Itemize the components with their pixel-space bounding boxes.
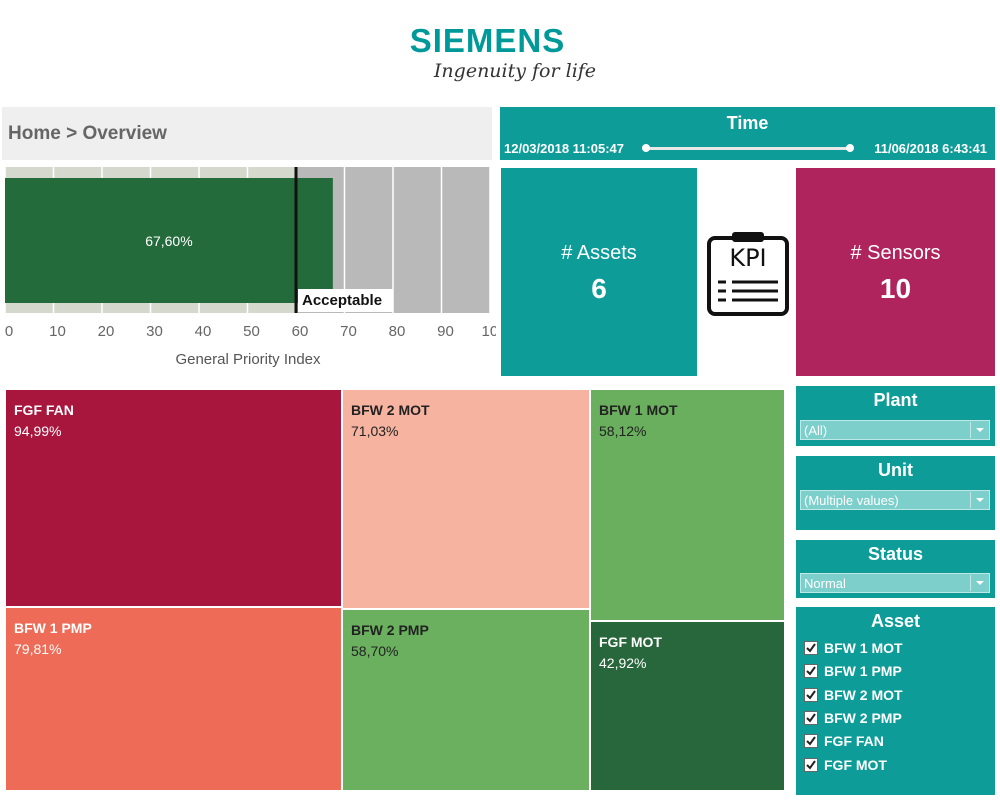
kpi-value: 6 — [591, 273, 607, 304]
time-filter: Time 12/03/2018 11:05:47 11/06/2018 6:43… — [500, 107, 995, 160]
kpi-card: # Assets 6 — [501, 168, 697, 376]
dropdown[interactable]: Normal — [800, 573, 990, 593]
tile-name: BFW 1 MOT — [599, 402, 678, 418]
bar — [5, 178, 333, 303]
tile-name: BFW 1 PMP — [14, 620, 92, 636]
x-tick-label: 0 — [5, 323, 13, 340]
brand-logo: SIEMENS — [409, 22, 566, 59]
x-tick-label: 50 — [243, 323, 260, 340]
filter-title: Asset — [870, 611, 921, 631]
tile-name: BFW 2 PMP — [351, 622, 429, 638]
plant-filter: Plant (All) — [796, 386, 995, 446]
time-end: 11/06/2018 6:43:41 — [874, 141, 987, 156]
x-tick-label: 40 — [195, 323, 212, 340]
checkbox[interactable] — [804, 664, 818, 679]
asset-option[interactable]: FGF FAN — [804, 733, 884, 749]
bullet-chart: 0 10 20 30 40 50 60 70 80 90 100 67,60% Acceptable Ge… — [4, 167, 496, 368]
tagline: Ingenuity for life — [433, 60, 597, 82]
slider-handle[interactable] — [846, 144, 854, 152]
bar-label: 67,60% — [145, 233, 192, 249]
x-axis-label: General Priority Index — [175, 351, 321, 368]
filter-title: Status — [867, 544, 923, 564]
x-tick-label: 90 — [437, 323, 454, 340]
tile-value: 94,99% — [14, 423, 62, 439]
treemap-tile[interactable]: FGF MOT 42,92% — [591, 622, 784, 790]
filter-title: Unit — [878, 460, 913, 480]
tile-value: 71,03% — [351, 423, 399, 439]
time-title: Time — [726, 113, 769, 133]
tile-name: FGF MOT — [599, 634, 662, 650]
treemap-tile[interactable]: BFW 1 PMP 79,81% — [6, 608, 341, 790]
option-label: FGF FAN — [824, 733, 884, 750]
checkbox[interactable] — [804, 757, 818, 772]
tile-name: BFW 2 MOT — [351, 402, 430, 418]
treemap-tile[interactable]: BFW 2 MOT 71,03% — [343, 390, 589, 608]
threshold-label-bg — [298, 289, 393, 312]
time-slider[interactable] — [642, 144, 854, 152]
kpi-card: # Sensors 10 — [796, 168, 995, 376]
tile-value: 42,92% — [599, 655, 647, 671]
tile-value: 58,70% — [351, 643, 399, 659]
asset-option[interactable]: BFW 2 MOT — [804, 687, 903, 703]
asset-option[interactable]: FGF MOT — [804, 757, 887, 773]
x-tick-label: 20 — [98, 323, 115, 340]
treemap-tile[interactable]: FGF FAN 94,99% — [6, 390, 341, 606]
unit-filter: Unit (Multiple values) — [796, 456, 995, 530]
x-tick-label: 80 — [389, 323, 406, 340]
time-start: 12/03/2018 11:05:47 — [504, 141, 624, 156]
checkbox[interactable] — [804, 687, 818, 702]
dropdown[interactable]: (Multiple values) — [800, 490, 990, 510]
option-label: BFW 2 MOT — [824, 686, 903, 703]
kpi-value: 10 — [879, 273, 912, 304]
option-label: FGF MOT — [824, 756, 887, 773]
option-label: BFW 1 MOT — [824, 640, 903, 656]
status-filter: Status Normal — [796, 540, 995, 598]
kpi-label: # Assets — [561, 242, 637, 264]
asset-filter: Asset BFW 1 MOT BFW 1 PMP BFW 2 MOT BFW 2 P… — [796, 607, 995, 795]
x-tick-label: 100 — [481, 323, 496, 340]
option-label: BFW 2 PMP — [824, 709, 902, 726]
tile-value: 79,81% — [14, 641, 62, 657]
breadcrumb[interactable]: Home > Overview — [2, 107, 492, 160]
threshold-label: Acceptable — [302, 292, 382, 309]
checkbox[interactable] — [804, 710, 818, 725]
treemap-tile[interactable]: BFW 1 MOT 58,12% — [591, 390, 784, 620]
option-label: BFW 1 PMP — [824, 663, 902, 680]
x-tick-label: 70 — [340, 323, 357, 340]
treemap-tile[interactable]: BFW 2 PMP 58,70% — [343, 610, 589, 790]
tile-name: FGF FAN — [14, 402, 74, 418]
slider-handle[interactable] — [642, 144, 650, 152]
filter-title: Plant — [873, 390, 918, 410]
asset-option[interactable]: BFW 1 MOT — [804, 640, 903, 656]
x-tick-label: 60 — [292, 323, 309, 340]
checkbox[interactable] — [804, 734, 818, 749]
kpi-label: # Sensors — [850, 242, 941, 264]
dropdown[interactable]: (All) — [800, 420, 990, 440]
checkbox[interactable] — [804, 641, 818, 655]
x-tick-label: 10 — [49, 323, 66, 340]
asset-option[interactable]: BFW 1 PMP — [804, 663, 902, 679]
asset-option[interactable]: BFW 2 PMP — [804, 710, 902, 726]
kpi-icon-label: KPI — [729, 244, 766, 272]
x-tick-label: 30 — [146, 323, 163, 340]
tile-value: 58,12% — [599, 423, 647, 439]
kpi-icon: KPI — [707, 232, 789, 316]
